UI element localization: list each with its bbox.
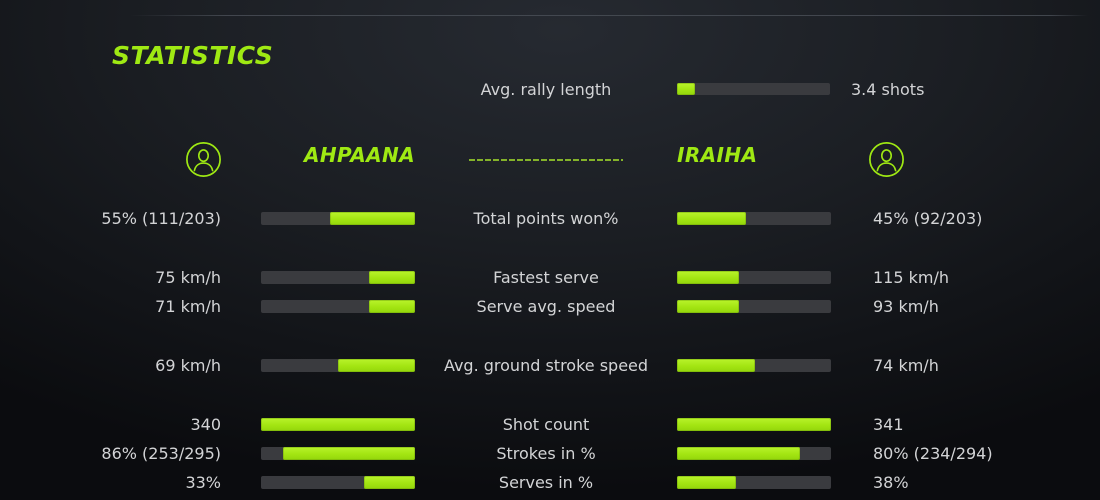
stat-left-value: 75 km/h bbox=[155, 268, 221, 287]
stat-row: 75 km/h Fastest serve 115 km/h bbox=[0, 263, 1100, 292]
stat-left-value: 69 km/h bbox=[155, 356, 221, 375]
stat-right-bar bbox=[677, 271, 831, 284]
stat-right-value: 341 bbox=[873, 415, 904, 434]
stat-left-bar-fill bbox=[364, 476, 415, 489]
stat-left-bar-fill bbox=[368, 271, 415, 284]
stat-row: 55% (111/203) Total points won% 45% (92/… bbox=[0, 204, 1100, 233]
stat-right-bar bbox=[677, 418, 831, 431]
stat-right-bar bbox=[677, 300, 831, 313]
stat-label: Serve avg. speed bbox=[476, 297, 616, 316]
stats-table: 55% (111/203) Total points won% 45% (92/… bbox=[0, 204, 1100, 497]
stat-right-bar bbox=[677, 447, 831, 460]
rally-bar-fill bbox=[677, 83, 696, 95]
stat-label: Shot count bbox=[502, 415, 590, 434]
rally-length-row: Avg. rally length 3.4 shots bbox=[0, 77, 1100, 101]
stat-right-value: 74 km/h bbox=[873, 356, 939, 375]
stat-left-bar bbox=[261, 300, 415, 313]
stat-left-bar-fill bbox=[330, 212, 415, 225]
rally-length-value: 3.4 shots bbox=[851, 79, 925, 99]
player-left-name: AHPAANA bbox=[303, 143, 415, 167]
stat-right-value: 45% (92/203) bbox=[873, 209, 983, 228]
stat-right-bar-fill bbox=[677, 418, 831, 431]
stat-right-bar-fill bbox=[677, 271, 740, 284]
stat-left-value: 340 bbox=[190, 415, 221, 434]
stat-left-bar-fill bbox=[368, 300, 415, 313]
stat-left-bar bbox=[261, 271, 415, 284]
stat-left-value: 55% (111/203) bbox=[101, 209, 221, 228]
stat-row: 33% Serves in % 38% bbox=[0, 468, 1100, 497]
stat-label: Strokes in % bbox=[496, 444, 596, 463]
stat-left-bar bbox=[261, 476, 415, 489]
stat-label: Fastest serve bbox=[493, 268, 599, 287]
stat-label: Avg. ground stroke speed bbox=[443, 356, 649, 375]
stat-right-value: 80% (234/294) bbox=[873, 444, 993, 463]
stat-right-bar bbox=[677, 359, 831, 372]
stat-left-bar-fill bbox=[282, 447, 415, 460]
stat-left-bar bbox=[261, 447, 415, 460]
page-title: STATISTICS bbox=[112, 41, 274, 70]
player-right-name: IRAIHA bbox=[677, 143, 758, 167]
stat-row: 69 km/h Avg. ground stroke speed 74 km/h bbox=[0, 351, 1100, 380]
player-left-avatar-icon bbox=[186, 142, 221, 177]
stat-right-value: 38% bbox=[873, 473, 909, 492]
stat-left-bar bbox=[261, 418, 415, 431]
rally-length-bar bbox=[677, 83, 830, 95]
top-divider bbox=[130, 15, 1088, 16]
stat-right-bar-fill bbox=[677, 300, 740, 313]
player-right-avatar-icon bbox=[869, 142, 904, 177]
stat-right-bar-fill bbox=[677, 212, 747, 225]
stat-right-bar bbox=[677, 476, 831, 489]
stat-left-bar bbox=[261, 212, 415, 225]
stat-right-bar-fill bbox=[677, 359, 755, 372]
stat-right-bar bbox=[677, 212, 831, 225]
stat-row: 86% (253/295) Strokes in % 80% (234/294) bbox=[0, 439, 1100, 468]
stat-left-value: 33% bbox=[185, 473, 221, 492]
stat-left-bar bbox=[261, 359, 415, 372]
players-dashed-separator bbox=[469, 159, 623, 161]
stat-right-value: 115 km/h bbox=[873, 268, 950, 287]
stat-label: Total points won% bbox=[473, 209, 619, 228]
stat-right-value: 93 km/h bbox=[873, 297, 939, 316]
rally-length-label: Avg. rally length bbox=[480, 79, 612, 99]
stat-row: 71 km/h Serve avg. speed 93 km/h bbox=[0, 292, 1100, 321]
stat-left-value: 71 km/h bbox=[155, 297, 221, 316]
stat-row: 340 Shot count 341 bbox=[0, 410, 1100, 439]
stat-label: Serves in % bbox=[498, 473, 594, 492]
stat-left-bar-fill bbox=[261, 418, 415, 431]
stat-left-value: 86% (253/295) bbox=[101, 444, 221, 463]
stat-left-bar-fill bbox=[338, 359, 415, 372]
stat-right-bar-fill bbox=[677, 447, 801, 460]
stat-right-bar-fill bbox=[677, 476, 736, 489]
